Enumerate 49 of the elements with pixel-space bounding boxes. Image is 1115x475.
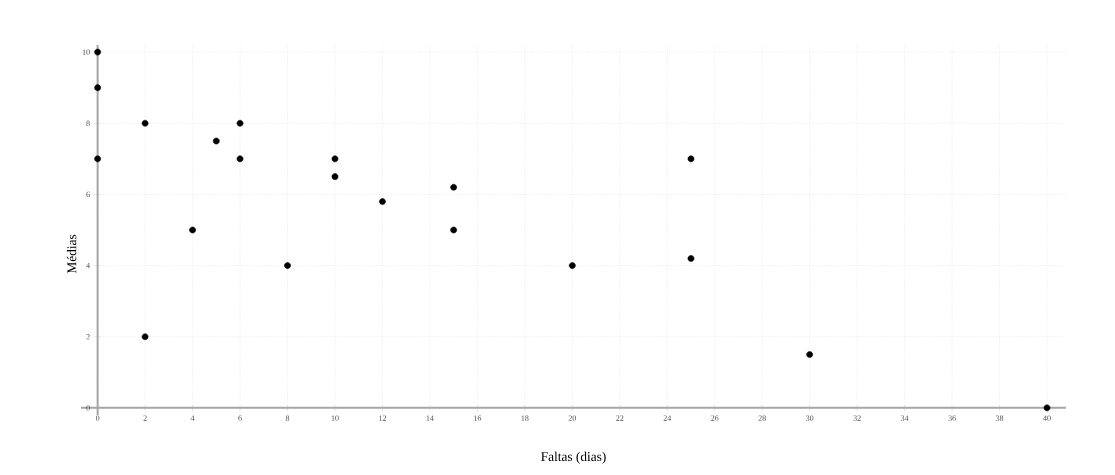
point (94, 155, 101, 163)
x-tick-label: 32 (853, 415, 861, 421)
x-tick-label: 4 (190, 415, 195, 421)
x-tick-label: 22 (616, 415, 624, 421)
point (284, 262, 291, 269)
y-tick-label: 4 (86, 262, 90, 269)
x-tick-label: 18 (521, 415, 529, 421)
x-tick-label: 8 (285, 415, 290, 421)
point (212, 137, 220, 145)
x-tick-label: 36 (948, 415, 956, 421)
point (687, 155, 695, 163)
x-tick-label: 28 (758, 415, 766, 421)
point (94, 48, 101, 56)
x-tick-label: 30 (806, 415, 814, 421)
x-tick-label: 2 (143, 415, 147, 421)
x-tick-label: 12 (379, 415, 386, 421)
y-axis-title: Médias (66, 234, 77, 274)
point (331, 173, 339, 180)
x-tick-label: 20 (568, 415, 577, 421)
point (1043, 404, 1051, 412)
point (141, 119, 149, 127)
point (450, 183, 457, 191)
point (94, 84, 101, 92)
x-tick-label: 14 (426, 415, 434, 421)
point (687, 255, 695, 262)
x-tick-label: 6 (238, 415, 242, 421)
point (331, 155, 339, 163)
x-tick-label: 10 (331, 415, 339, 421)
y-tick-label: 8 (86, 120, 90, 126)
y-tick-label: 0 (86, 405, 90, 411)
x-tick-label: 0 (95, 415, 100, 421)
x-tick-label: 26 (711, 415, 719, 421)
y-tick-label: 2 (86, 334, 90, 340)
point (141, 333, 149, 341)
x-tick-label: 34 (900, 415, 909, 421)
x-tick-label: 38 (995, 415, 1004, 421)
point (806, 351, 813, 358)
point (189, 226, 196, 234)
y-tick-label: 10 (82, 49, 90, 55)
point (236, 119, 244, 127)
x-axis-title: Faltas (dias) (541, 451, 606, 464)
x-tick-label: 24 (663, 415, 672, 421)
y-tick-label: 6 (86, 191, 90, 198)
x-tick-label: 40 (1043, 415, 1051, 421)
point (568, 262, 576, 269)
x-tick-label: 16 (474, 415, 482, 421)
point (379, 198, 386, 205)
point (450, 226, 457, 234)
point (236, 155, 244, 163)
